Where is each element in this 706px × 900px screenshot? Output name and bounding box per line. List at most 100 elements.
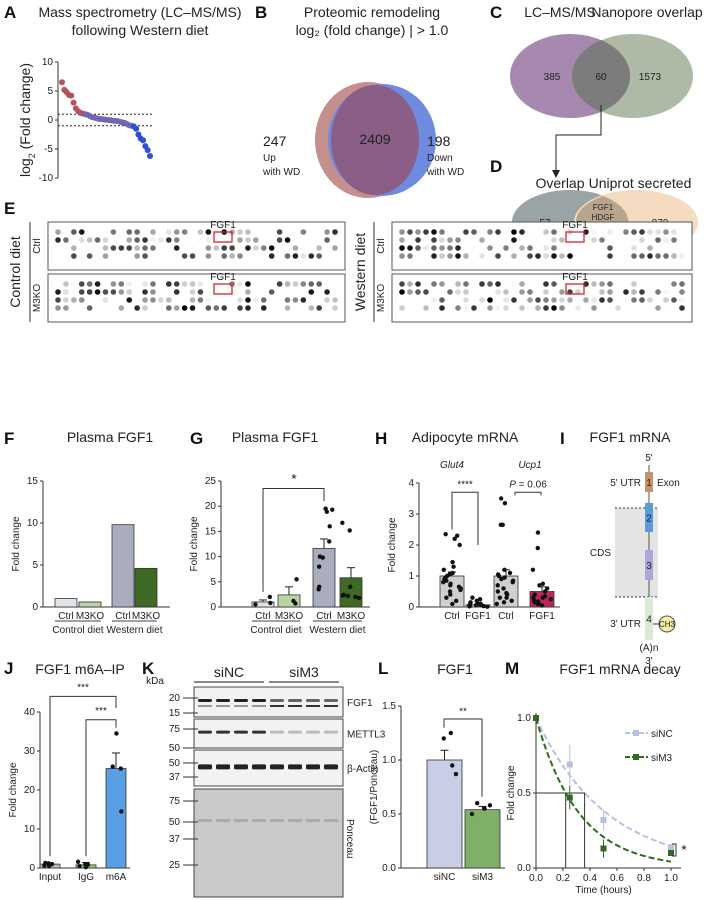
array-spot <box>679 305 685 311</box>
array-spot <box>268 245 275 251</box>
significance-stars: **** <box>457 480 473 491</box>
array-spot <box>94 289 101 295</box>
array-spot <box>559 237 565 243</box>
array-spot <box>197 281 204 287</box>
array-spot <box>511 297 517 303</box>
band <box>306 730 320 734</box>
panel-label-l: L <box>378 659 388 678</box>
array-spot <box>671 297 677 303</box>
venn-d-right-title: Uniprot secreted <box>589 175 692 191</box>
bar <box>105 768 127 869</box>
array-spot <box>503 289 509 295</box>
kda-label: kDa <box>146 676 164 687</box>
half-life-line <box>536 792 567 868</box>
data-point <box>118 766 123 771</box>
array-spot <box>591 297 597 303</box>
band <box>252 705 266 707</box>
array-spot <box>237 229 243 235</box>
array-spot <box>415 289 421 295</box>
legend-label: siNC <box>651 729 673 740</box>
data-point <box>457 542 462 548</box>
data-point <box>482 806 487 811</box>
array-spot <box>110 289 117 295</box>
array-spot <box>407 281 413 287</box>
significance-star: * <box>291 471 297 487</box>
array-spot <box>471 305 477 311</box>
array-spot <box>110 229 117 235</box>
panel-label-h: H <box>375 429 387 448</box>
array-spot <box>142 253 148 259</box>
array-spot <box>276 237 283 243</box>
array-spot <box>189 281 196 287</box>
array-spot <box>134 305 140 311</box>
array-spot <box>663 289 669 295</box>
data-point <box>539 603 545 608</box>
array-spot <box>237 237 243 243</box>
array-spot <box>300 297 307 303</box>
data-point <box>447 572 452 577</box>
exon-4 <box>645 597 653 640</box>
array-spot <box>655 253 661 259</box>
array-spot <box>221 253 227 259</box>
array-spot <box>455 289 461 295</box>
data-point <box>540 581 546 586</box>
ch3-label: CH3 <box>659 620 676 629</box>
y-axis-label-part: log <box>17 158 33 177</box>
panel-b-title: log₂ (fold change) | > 1.0 <box>296 22 449 38</box>
array-spot <box>237 297 243 303</box>
y-tick-label: 20 <box>24 785 36 796</box>
data-point <box>133 125 140 132</box>
array-spot <box>173 305 180 311</box>
band <box>216 819 230 822</box>
array-spot <box>567 245 573 251</box>
data-point <box>85 862 91 868</box>
array-spot <box>607 297 613 303</box>
array-spot <box>292 245 299 251</box>
significance-bracket <box>49 695 117 857</box>
array-spot <box>399 229 405 235</box>
array-spot <box>173 229 180 235</box>
data-point <box>497 595 503 600</box>
array-spot <box>245 281 251 287</box>
array-spot <box>63 289 69 295</box>
band <box>198 705 212 707</box>
data-point <box>443 531 448 537</box>
array-spot <box>71 253 77 259</box>
array-spot <box>495 289 501 295</box>
array-spot <box>615 305 621 311</box>
array-spot <box>245 289 251 295</box>
significance-bracket <box>85 719 117 857</box>
array-spot <box>205 245 212 251</box>
data-point <box>477 597 483 602</box>
marker-label: 75 <box>169 796 181 807</box>
array-spot <box>663 229 669 235</box>
array-spot <box>300 281 307 287</box>
y-tick-label: 5 <box>32 560 38 571</box>
array-spot <box>463 253 469 259</box>
array-spot <box>134 237 140 243</box>
group-label: Control diet <box>52 625 103 636</box>
fit-curve-siNC <box>535 717 672 848</box>
y-tick-label: 1 <box>408 571 414 582</box>
array-spot <box>559 289 565 295</box>
y-tick-label: 0.5 <box>517 788 531 799</box>
data-point <box>509 598 514 603</box>
x-axis-label: Time (hours) <box>575 885 631 896</box>
venn-c-right-title: Nanopore overlap <box>591 4 703 20</box>
array-spot <box>551 229 557 235</box>
array-spot <box>158 297 164 303</box>
fgf1-label: FGF1 <box>210 220 236 231</box>
array-spot <box>639 237 645 243</box>
array-spot <box>134 253 140 259</box>
array-spot <box>583 297 589 303</box>
array-spot <box>463 229 469 235</box>
array-spot <box>134 229 140 235</box>
array-spot <box>221 245 227 251</box>
data-point <box>504 590 509 596</box>
three-prime-label: 3' <box>645 656 653 667</box>
array-spot <box>63 237 69 243</box>
x-tick-label: 1.0 <box>664 873 678 884</box>
array-spot <box>134 245 140 251</box>
array-spot <box>55 289 61 295</box>
